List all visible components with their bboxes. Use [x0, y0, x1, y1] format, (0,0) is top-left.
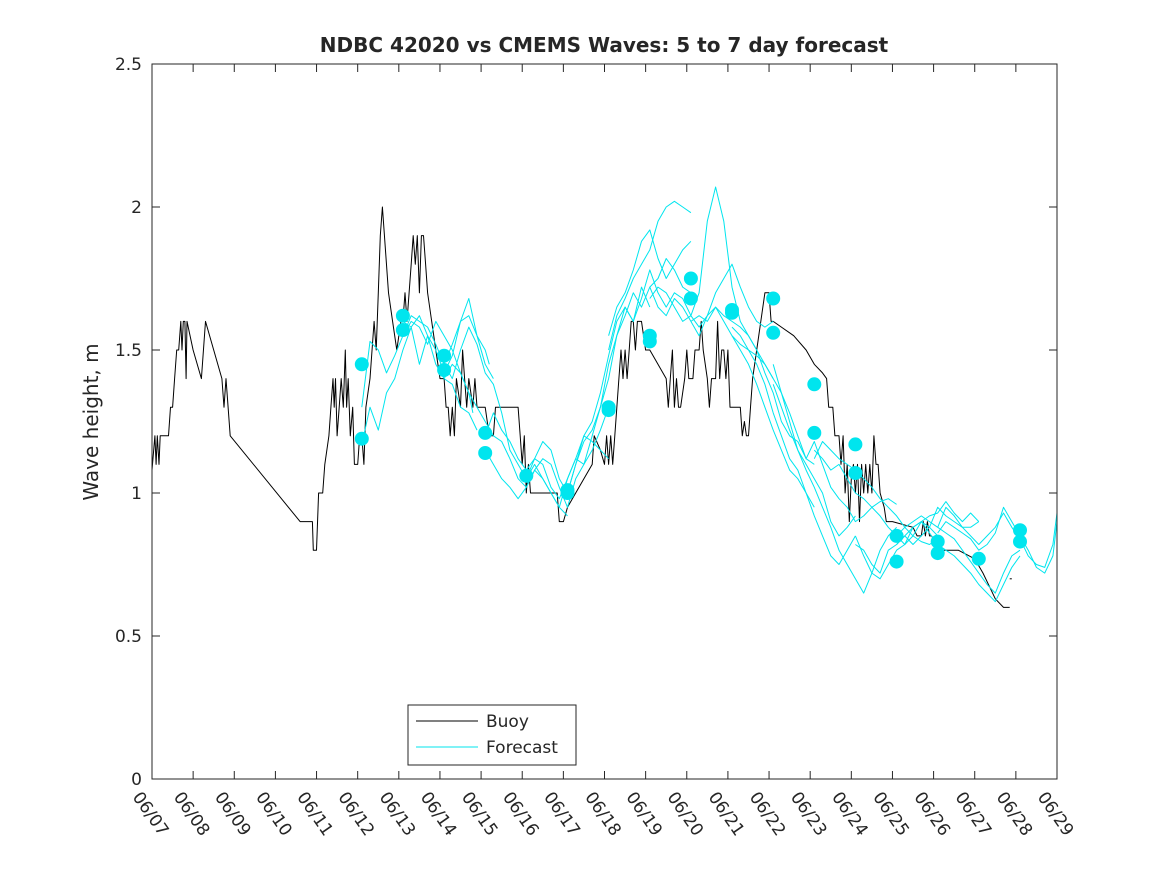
- forecast-marker-0: [354, 357, 369, 372]
- forecast-line-21: [813, 449, 939, 545]
- forecast-line-22: [813, 441, 938, 545]
- forecast-line-6: [484, 412, 609, 494]
- legend: Buoy Forecast: [407, 704, 577, 766]
- forecast-line-3: [402, 298, 494, 379]
- forecast-marker-31: [1013, 534, 1027, 549]
- forecast-marker-7: [478, 425, 493, 440]
- forecast-line-26: [896, 515, 1021, 594]
- forecast-line-13: [649, 263, 774, 337]
- forecast-marker-15: [683, 271, 698, 286]
- forecast-line-12: [608, 229, 692, 336]
- y-tick-label-3: 1.5: [115, 341, 142, 361]
- forecast-line-28: [937, 506, 1057, 574]
- forecast-line-4: [443, 326, 568, 500]
- forecast-marker-2: [395, 323, 410, 337]
- forecast-line-20: [772, 364, 897, 523]
- forecast-marker-12: [601, 403, 616, 418]
- forecast-line-11: [608, 200, 692, 351]
- forecast-line-24: [855, 506, 980, 574]
- plot-area: [152, 186, 1057, 608]
- forecast-marker-5: [437, 363, 452, 377]
- forecast-marker-16: [683, 291, 698, 306]
- forecast-marker-6: [478, 446, 493, 460]
- forecast-marker-26: [889, 554, 904, 569]
- forecast-marker-24: [848, 466, 863, 480]
- y-tick-label-2: 1: [131, 484, 142, 504]
- forecast-marker-29: [971, 551, 986, 566]
- forecast-marker-25: [889, 528, 904, 543]
- forecast-marker-14: [642, 334, 657, 349]
- legend-label-forecast: Forecast: [486, 738, 558, 758]
- forecast-line-9: [567, 258, 692, 494]
- forecast-marker-28: [930, 534, 945, 549]
- legend-label-buoy: Buoy: [486, 712, 529, 732]
- forecast-marker-21: [807, 377, 822, 392]
- forecast-line-0: [361, 326, 478, 445]
- forecast-line-1: [361, 320, 474, 414]
- forecast-marker-22: [807, 425, 822, 440]
- forecast-line-17: [731, 335, 856, 537]
- y-axis-label: Wave height, m: [79, 343, 103, 500]
- forecast-line-19: [772, 384, 897, 594]
- forecast-line-7: [484, 407, 610, 508]
- forecast-marker-18: [725, 303, 739, 317]
- forecast-marker-8: [519, 468, 534, 483]
- forecast-marker-23: [848, 437, 863, 452]
- forecast-marker-10: [560, 486, 575, 500]
- forecast-marker-1: [354, 431, 369, 446]
- legend-box: [407, 704, 577, 766]
- y-tick-label-1: 0.5: [115, 627, 142, 647]
- forecast-marker-3: [395, 308, 410, 323]
- chart-title: NDBC 42020 vs CMEMS Waves: 5 to 7 day fo…: [320, 33, 889, 57]
- y-tick-label-5: 2.5: [115, 55, 142, 75]
- forecast-line-25: [896, 521, 1021, 603]
- forecast-marker-4: [437, 348, 452, 363]
- forecast-marker-20: [766, 291, 781, 306]
- forecast-line-16: [690, 306, 815, 508]
- y-tick-label-4: 2: [131, 198, 142, 218]
- forecast-marker-19: [766, 325, 781, 340]
- forecast-line-15: [690, 306, 815, 465]
- y-tick-label-0: 0: [131, 770, 142, 790]
- forecast-line-18: [731, 326, 856, 565]
